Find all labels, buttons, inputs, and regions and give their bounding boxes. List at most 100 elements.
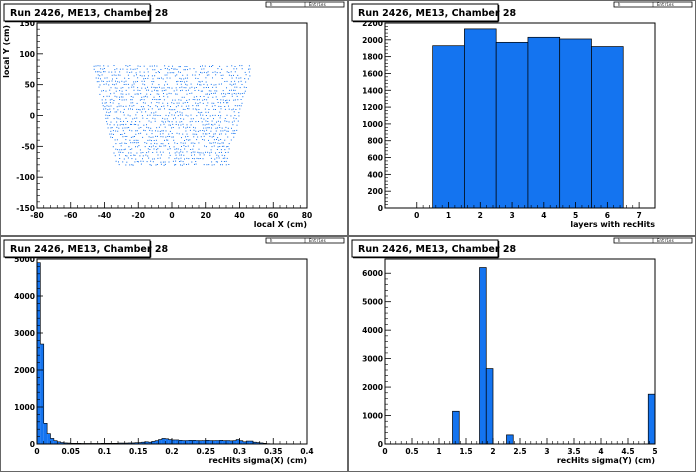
data-point bbox=[226, 130, 228, 132]
bar bbox=[219, 440, 223, 444]
data-point bbox=[126, 155, 128, 157]
data-point bbox=[152, 136, 154, 138]
data-point bbox=[204, 108, 206, 110]
data-point bbox=[177, 115, 179, 117]
data-point bbox=[183, 69, 185, 71]
data-point bbox=[194, 127, 196, 129]
data-point bbox=[204, 145, 205, 147]
data-point bbox=[231, 84, 233, 86]
data-point bbox=[161, 87, 163, 89]
data-point bbox=[199, 158, 201, 159]
data-point bbox=[181, 81, 183, 82]
data-point bbox=[163, 164, 165, 166]
data-point bbox=[178, 102, 180, 104]
data-point bbox=[132, 164, 134, 166]
data-point bbox=[207, 96, 209, 98]
data-point bbox=[198, 81, 200, 83]
data-point bbox=[202, 114, 204, 116]
data-point bbox=[118, 154, 120, 156]
data-point bbox=[164, 84, 165, 86]
data-point bbox=[194, 142, 196, 144]
data-point bbox=[194, 133, 196, 135]
data-point bbox=[225, 133, 227, 135]
bar bbox=[559, 38, 592, 209]
y-tick-label: 1800 bbox=[362, 53, 383, 62]
data-point bbox=[131, 99, 133, 101]
data-point bbox=[141, 111, 143, 113]
data-point bbox=[148, 151, 150, 153]
data-point bbox=[184, 140, 185, 141]
data-point bbox=[221, 127, 223, 129]
data-point bbox=[128, 93, 130, 95]
stat-box-entries: Entries bbox=[657, 2, 674, 7]
data-point bbox=[163, 95, 165, 97]
data-point bbox=[237, 92, 239, 94]
data-point bbox=[220, 108, 222, 110]
data-point bbox=[133, 123, 135, 125]
data-point bbox=[193, 68, 195, 70]
data-point bbox=[118, 161, 119, 163]
data-point bbox=[168, 87, 170, 89]
data-point bbox=[150, 93, 152, 95]
data-point bbox=[175, 124, 177, 125]
data-point bbox=[214, 158, 216, 160]
data-point bbox=[235, 93, 237, 95]
bar bbox=[47, 433, 51, 444]
data-point bbox=[205, 146, 207, 148]
data-point bbox=[168, 124, 170, 126]
data-point bbox=[111, 71, 113, 73]
data-point bbox=[124, 142, 126, 144]
data-point bbox=[184, 142, 186, 144]
data-point bbox=[221, 160, 223, 162]
data-point bbox=[189, 68, 191, 70]
data-point bbox=[194, 163, 195, 165]
data-point bbox=[99, 75, 101, 77]
data-point bbox=[145, 154, 147, 156]
data-point bbox=[208, 164, 210, 166]
data-point bbox=[122, 96, 124, 98]
data-point bbox=[219, 65, 221, 67]
data-point bbox=[194, 90, 196, 91]
data-point bbox=[214, 142, 216, 144]
data-point bbox=[155, 135, 157, 137]
x-tick-label: -40 bbox=[98, 211, 112, 220]
data-point bbox=[124, 136, 126, 137]
data-point bbox=[204, 124, 206, 126]
data-point bbox=[226, 146, 228, 148]
data-point bbox=[109, 133, 111, 135]
bar bbox=[188, 440, 193, 444]
data-point bbox=[203, 154, 205, 156]
data-point bbox=[129, 105, 131, 107]
data-point bbox=[219, 127, 221, 128]
data-point bbox=[183, 163, 185, 165]
data-point bbox=[176, 68, 178, 70]
data-point bbox=[201, 80, 203, 82]
data-point bbox=[184, 66, 186, 67]
data-point bbox=[143, 65, 145, 67]
data-point bbox=[180, 83, 182, 85]
data-point bbox=[155, 139, 157, 141]
bar bbox=[172, 439, 176, 444]
data-point bbox=[117, 130, 119, 132]
data-point bbox=[213, 133, 215, 135]
data-point bbox=[175, 160, 177, 162]
data-point bbox=[209, 65, 210, 67]
bar bbox=[168, 439, 172, 444]
data-point bbox=[146, 93, 148, 95]
data-point bbox=[238, 115, 240, 117]
data-point bbox=[209, 115, 211, 117]
data-point bbox=[142, 83, 144, 85]
data-point bbox=[206, 164, 208, 166]
data-point bbox=[175, 154, 177, 156]
data-point bbox=[241, 102, 243, 104]
data-point bbox=[217, 146, 219, 148]
data-point bbox=[105, 90, 107, 92]
data-point bbox=[210, 130, 212, 132]
data-point bbox=[199, 102, 201, 104]
x-tick-label: 0 bbox=[414, 211, 419, 220]
data-point bbox=[115, 143, 117, 145]
data-point bbox=[168, 115, 170, 117]
data-point bbox=[216, 149, 218, 150]
data-point bbox=[224, 155, 226, 157]
data-point bbox=[138, 127, 140, 129]
